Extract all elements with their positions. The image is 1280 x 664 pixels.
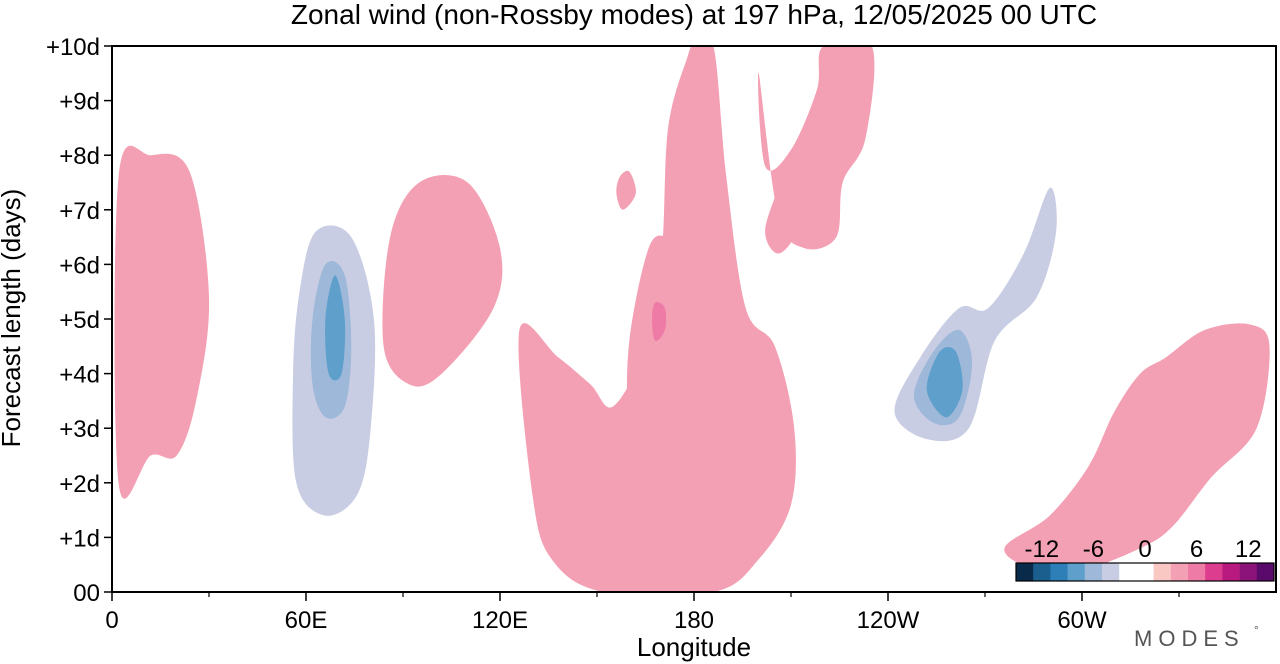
contour-region-westerly-17 [626,235,689,451]
y-tick-label: +4d [59,362,100,389]
y-tick-label: +8d [59,143,100,170]
colorbar-swatch [1153,563,1172,581]
colorbar-swatch [1170,563,1189,581]
contour-region-westerly-20 [1178,370,1241,488]
x-axis-title: Longitude [637,632,751,662]
colorbar-label: -12 [1024,536,1059,563]
colorbar-swatch [1239,563,1258,581]
contour-region-westerly-19 [765,142,818,254]
contour-region-easterly-10 [1189,46,1252,167]
y-tick-label: +10d [46,34,100,61]
colorbar-swatch [1136,563,1154,581]
x-tick-label: 180 [674,607,714,634]
contour-region-easterly-4 [325,275,346,381]
colorbar-swatch [1050,563,1068,581]
colorbar-swatch [1256,563,1275,581]
y-tick-label: +3d [59,416,100,443]
chart-title: Zonal wind (non-Rossby modes) at 197 hPa… [291,0,1097,30]
colorbar: -12 -6 0 6 12 [1015,536,1275,582]
colorbar-label: 6 [1190,536,1203,563]
y-axis-title: Forecast length (days) [0,189,26,448]
contour-region-westerly-22 [616,170,636,210]
x-tick-label: 0 [105,607,118,634]
colorbar-swatch [1033,563,1051,581]
x-tick-label: 120W [857,607,920,634]
colorbar-swatch [1016,563,1034,581]
colorbar-swatch [1119,563,1137,581]
y-tick-label: +7d [59,198,100,225]
y-tick-label: 00 [73,580,100,607]
y-tick-label: +2d [59,471,100,498]
wind-field-contours [114,46,1270,592]
x-tick-label: 60W [1057,607,1107,634]
colorbar-label: 0 [1138,536,1151,563]
contour-region-westerly-18 [652,302,667,342]
y-tick-label: +9d [59,89,100,116]
colorbar-label: 12 [1235,536,1262,563]
y-tick-label: +1d [59,525,100,552]
y-tick-label: +5d [59,307,100,334]
colorbar-label: -6 [1083,536,1104,563]
y-axis: 00 +1d +2d +3d +4d +5d +6d +7d +8d +9d +10d [46,34,112,607]
colorbar-swatch [1188,563,1206,581]
contour-region-westerly-12 [136,208,161,260]
y-tick-label: +6d [59,252,100,279]
colorbar-frame [1015,562,1275,582]
brand-logo-mark: ° [1254,623,1259,637]
x-tick-label: 120E [472,607,528,634]
x-axis: 0 60E 120E 180 120W 60W [105,592,1180,634]
contour-region-westerly-13 [382,174,503,387]
contour-region-easterly-9 [926,347,963,418]
colorbar-swatch [1067,563,1086,581]
brand-logo: MODES [1134,626,1245,651]
colorbar-swatch [1205,563,1223,581]
x-tick-label: 60E [285,607,328,634]
colorbar-swatch [1222,563,1240,581]
colorbar-swatch [1102,563,1120,581]
colorbar-swatch [1084,563,1103,581]
contour-region-westerly-21 [577,432,617,479]
